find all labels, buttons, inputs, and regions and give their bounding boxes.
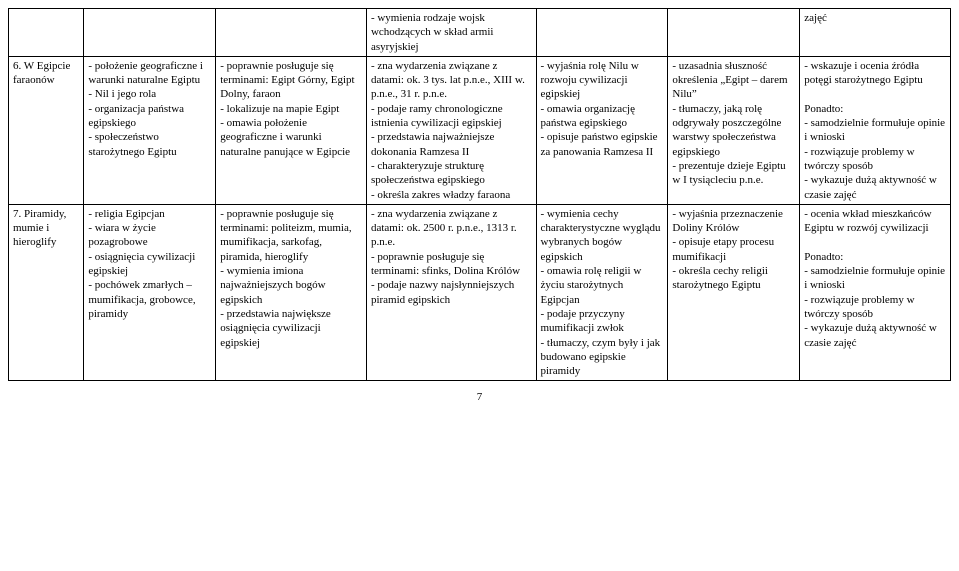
- cell: 7. Piramidy, mumie i hieroglify: [9, 204, 84, 381]
- table-row: - wymienia rodzaje wojsk wchodzących w s…: [9, 9, 951, 57]
- page-number: 7: [8, 391, 951, 403]
- cell: - wyjaśnia przeznaczenie Doliny Królów- …: [668, 204, 800, 381]
- curriculum-table: - wymienia rodzaje wojsk wchodzących w s…: [8, 8, 951, 381]
- cell: - wymienia rodzaje wojsk wchodzących w s…: [366, 9, 536, 57]
- table-row: 7. Piramidy, mumie i hieroglify - religi…: [9, 204, 951, 381]
- cell: - ocenia wkład mieszkańców Egiptu w rozw…: [800, 204, 951, 381]
- cell: [668, 9, 800, 57]
- cell: [536, 9, 668, 57]
- cell: - religia Egipcjan- wiara w życie pozagr…: [84, 204, 216, 381]
- cell: - poprawnie posługuje się terminami: pol…: [216, 204, 367, 381]
- cell: - poprawnie posługuje się terminami: Egi…: [216, 56, 367, 204]
- cell: - wymienia cechy charakterystyczne wyglą…: [536, 204, 668, 381]
- cell: - zna wydarzenia związane z datami: ok. …: [366, 204, 536, 381]
- cell: - uzasadnia słuszność określenia „Egipt …: [668, 56, 800, 204]
- cell: - zna wydarzenia związane z datami: ok. …: [366, 56, 536, 204]
- cell: 6. W Egipcie faraonów: [9, 56, 84, 204]
- cell: - położenie geograficzne i warunki natur…: [84, 56, 216, 204]
- cell: [216, 9, 367, 57]
- table-body: - wymienia rodzaje wojsk wchodzących w s…: [9, 9, 951, 381]
- cell: - wskazuje i ocenia źródła potęgi staroż…: [800, 56, 951, 204]
- table-row: 6. W Egipcie faraonów - położenie geogra…: [9, 56, 951, 204]
- cell: [9, 9, 84, 57]
- cell: zajęć: [800, 9, 951, 57]
- cell: - wyjaśnia rolę Nilu w rozwoju cywilizac…: [536, 56, 668, 204]
- cell: [84, 9, 216, 57]
